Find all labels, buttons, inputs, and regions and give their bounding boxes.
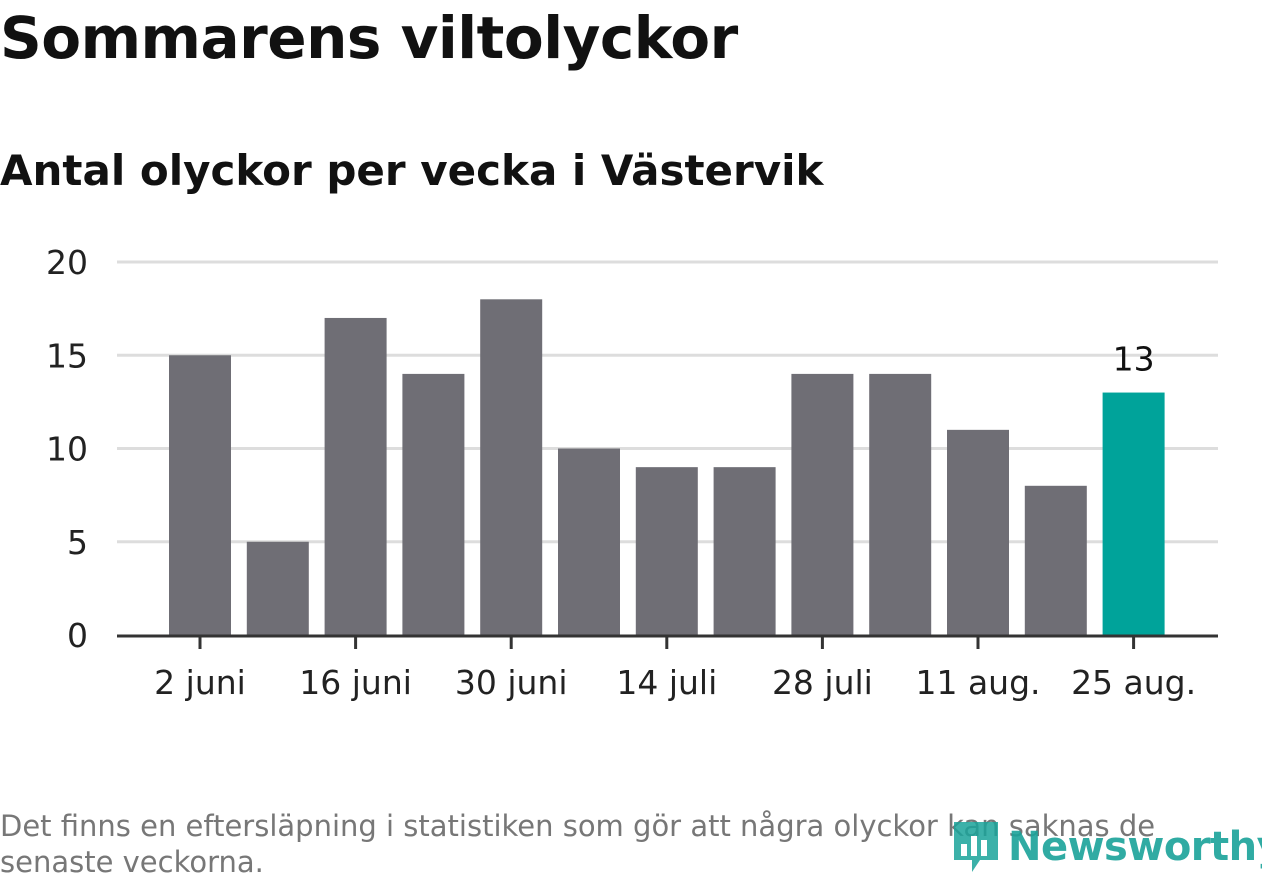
y-tick-label: 15: [46, 336, 88, 375]
bar: [246, 541, 309, 635]
bar: [791, 373, 854, 635]
y-tick-label: 10: [46, 430, 88, 469]
data-labels: 13: [1113, 340, 1155, 379]
bar-highlight: [1102, 392, 1165, 635]
bar: [713, 467, 776, 635]
bar: [324, 317, 387, 635]
x-axis: 2 juni 16 juni 30 juni 14 juli 28 juli 11 aug…: [117, 634, 1218, 702]
x-tick-label: 25 aug.: [1071, 663, 1196, 702]
chart-title: Sommarens viltolyckor: [0, 4, 738, 72]
x-tick-label: 14 juli: [616, 663, 717, 702]
x-tick-label: 28 juli: [772, 663, 873, 702]
x-tick-label: 11 aug.: [915, 663, 1040, 702]
chart-subtitle: Antal olyckor per vecka i Västervik: [0, 146, 824, 195]
bar: [558, 448, 620, 635]
bar-chart: 0 5 10 15 20 2 juni 16 juni 30 juni 14 juli 28 j…: [46, 243, 1218, 702]
bar: [869, 373, 932, 635]
bar: [635, 467, 698, 635]
y-tick-label: 20: [46, 243, 88, 282]
x-tick-label: 2 juni: [154, 663, 246, 702]
bar: [402, 373, 465, 635]
data-label-highlight: 13: [1113, 340, 1155, 379]
newsworthy-chart-icon: [954, 822, 998, 872]
x-tick-label: 30 juni: [455, 663, 568, 702]
y-tick-label: 0: [67, 616, 88, 655]
x-tick-label: 16 juni: [299, 663, 412, 702]
bars: [169, 299, 1165, 635]
bar: [169, 355, 231, 635]
newsworthy-logo-text: Newsworthy: [1008, 824, 1262, 870]
y-axis-ticks: 0 5 10 15 20: [46, 243, 88, 655]
bar: [947, 429, 1009, 635]
bar: [480, 299, 543, 635]
y-tick-label: 5: [67, 523, 88, 562]
newsworthy-logo: Newsworthy: [950, 818, 1262, 876]
bar: [1024, 485, 1087, 635]
